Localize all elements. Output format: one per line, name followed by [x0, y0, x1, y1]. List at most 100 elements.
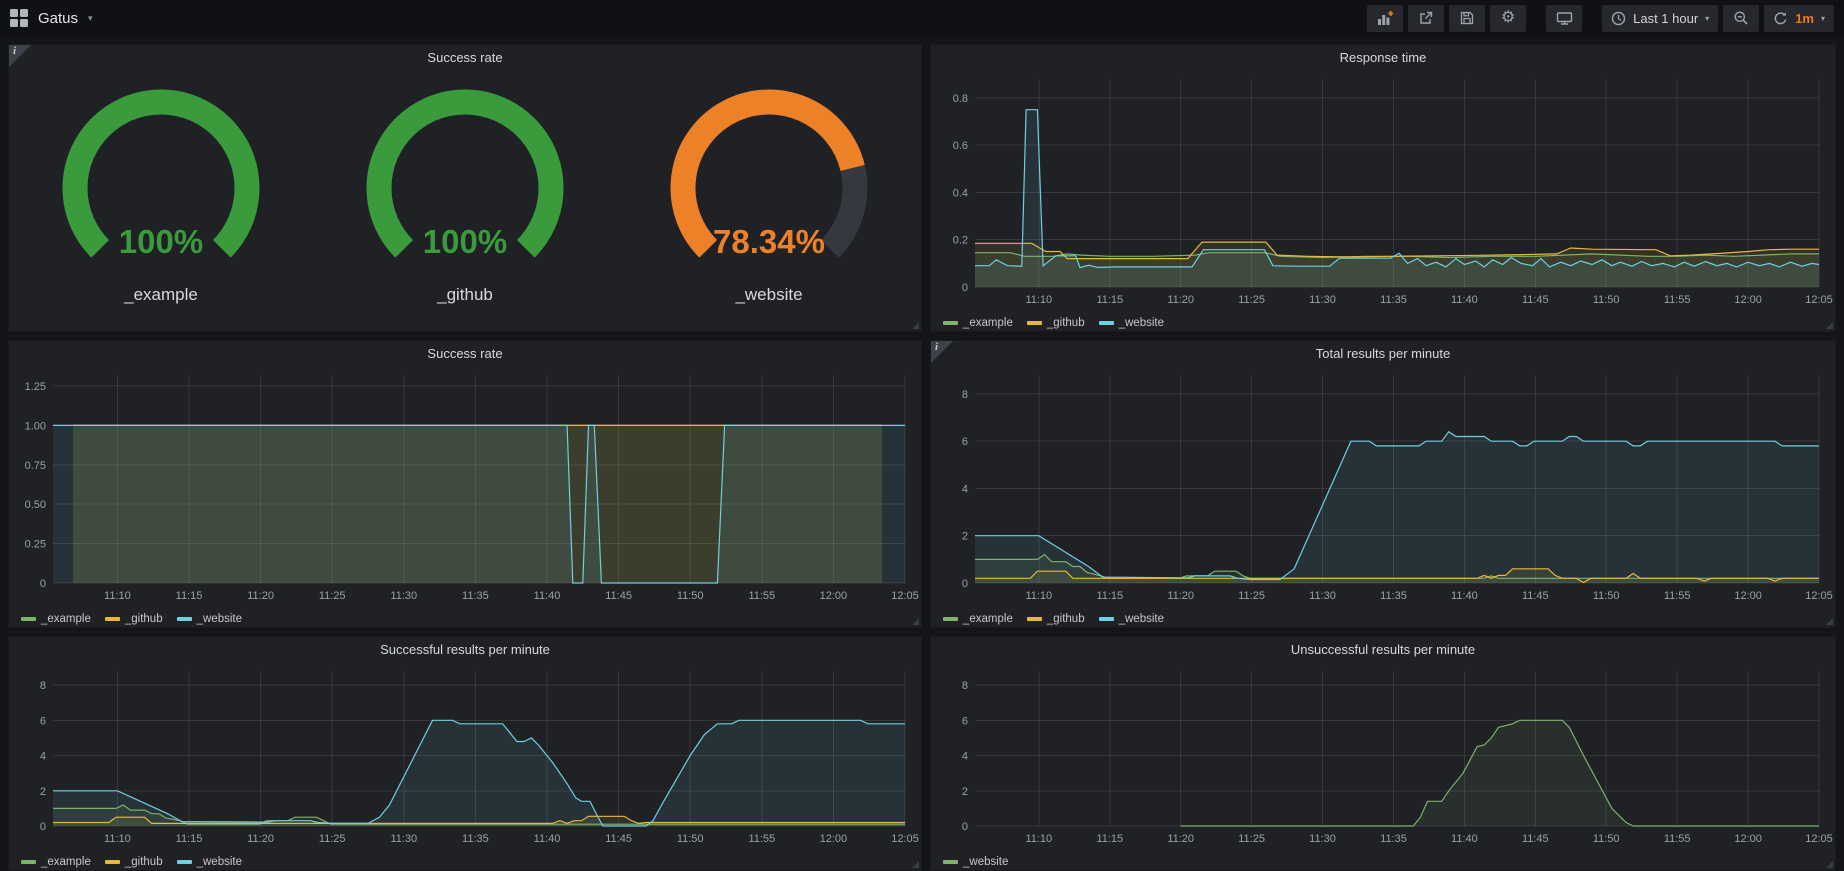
svg-text:0: 0: [40, 578, 46, 590]
series-_website-area: [53, 720, 905, 826]
svg-text:11:50: 11:50: [1593, 590, 1620, 602]
dashboard-title[interactable]: Gatus: [38, 10, 78, 27]
dashboard-grid: i Success rate 100%_example100%_github78…: [0, 36, 1844, 871]
gauge-value: 78.34%: [713, 223, 825, 260]
legend-item-_website[interactable]: _website: [177, 613, 242, 625]
add-panel-icon: [1377, 10, 1394, 26]
zoom-out-button[interactable]: [1723, 5, 1759, 32]
svg-text:11:55: 11:55: [1664, 294, 1691, 306]
svg-text:0.6: 0.6: [953, 140, 968, 152]
series-_website-area: [1181, 720, 1819, 826]
legend-swatch: [943, 321, 958, 325]
svg-text:11:15: 11:15: [1096, 294, 1123, 306]
legend-item-_github[interactable]: _github: [1027, 613, 1085, 625]
panel-title[interactable]: Success rate: [9, 45, 921, 71]
legend-item-_website[interactable]: _website: [1099, 317, 1164, 329]
chevron-down-icon: ▾: [1821, 14, 1825, 23]
legend-label: _example: [963, 317, 1013, 329]
panel-title[interactable]: Total results per minute: [931, 341, 1835, 367]
chart-response_time[interactable]: 00.20.40.60.811:1011:1511:2011:2511:3011…: [931, 71, 1835, 309]
chart-canvas[interactable]: 0246811:1011:1511:2011:2511:3011:3511:40…: [9, 663, 921, 853]
legend-swatch: [105, 860, 120, 864]
legend-item-_example[interactable]: _example: [943, 317, 1013, 329]
legend-item-_website[interactable]: _website: [1099, 613, 1164, 625]
svg-text:11:45: 11:45: [1522, 833, 1549, 845]
svg-text:11:50: 11:50: [1593, 294, 1620, 306]
legend-swatch: [1027, 321, 1042, 325]
svg-text:12:05: 12:05: [1805, 590, 1833, 602]
panel-successful-results: Successful results per minute 0246811:10…: [8, 636, 922, 871]
svg-text:11:30: 11:30: [1309, 833, 1336, 845]
legend-item-_github[interactable]: _github: [1027, 317, 1085, 329]
svg-text:11:45: 11:45: [1522, 294, 1549, 306]
legend-swatch: [1099, 617, 1114, 621]
chevron-down-icon[interactable]: ▾: [88, 14, 93, 23]
gauge-value: 100%: [119, 223, 203, 260]
svg-text:11:15: 11:15: [1096, 833, 1123, 845]
svg-text:12:05: 12:05: [1805, 833, 1833, 845]
svg-text:11:25: 11:25: [319, 833, 346, 845]
legend-label: _website: [1119, 317, 1164, 329]
svg-text:0.75: 0.75: [25, 460, 46, 472]
svg-text:11:15: 11:15: [176, 833, 203, 845]
settings-button[interactable]: ⚙: [1490, 5, 1526, 32]
chart-legend: _website: [931, 853, 1835, 871]
panel-title[interactable]: Unsuccessful results per minute: [931, 637, 1835, 663]
chart-canvas[interactable]: 00.250.500.751.001.2511:1011:1511:2011:2…: [9, 367, 921, 610]
svg-text:11:25: 11:25: [319, 590, 346, 602]
legend-item-_example[interactable]: _example: [21, 856, 91, 868]
save-button[interactable]: [1449, 5, 1485, 32]
legend-swatch: [105, 617, 120, 621]
legend-item-_github[interactable]: _github: [105, 856, 163, 868]
legend-item-_website[interactable]: _website: [943, 856, 1008, 868]
refresh-button[interactable]: 1m ▾: [1764, 5, 1834, 32]
svg-text:11:30: 11:30: [1309, 294, 1336, 306]
refresh-interval-label: 1m: [1795, 11, 1814, 26]
legend-item-_website[interactable]: _website: [177, 856, 242, 868]
chart-canvas[interactable]: 0246811:1011:1511:2011:2511:3011:3511:40…: [931, 663, 1835, 853]
svg-text:0.4: 0.4: [953, 188, 968, 200]
chart-canvas[interactable]: 0246811:1011:1511:2011:2511:3011:3511:40…: [931, 367, 1835, 610]
chart-total_results[interactable]: 0246811:1011:1511:2011:2511:3011:3511:40…: [931, 367, 1835, 605]
panel-title[interactable]: Success rate: [9, 341, 921, 367]
panel-title[interactable]: Successful results per minute: [9, 637, 921, 663]
gauge-row: 100%_example100%_github78.34%_website: [9, 71, 921, 331]
chart-unsuccessful_results[interactable]: 0246811:1011:1511:2011:2511:3011:3511:40…: [931, 663, 1835, 848]
tv-mode-button[interactable]: [1546, 5, 1582, 32]
apps-grid-icon[interactable]: [10, 9, 28, 27]
svg-text:11:20: 11:20: [1167, 590, 1194, 602]
legend-item-_example[interactable]: _example: [21, 613, 91, 625]
gear-icon: ⚙: [1501, 10, 1515, 26]
legend-item-_example[interactable]: _example: [943, 613, 1013, 625]
svg-text:11:55: 11:55: [1664, 590, 1691, 602]
svg-text:11:10: 11:10: [1025, 833, 1052, 845]
svg-text:11:45: 11:45: [605, 590, 632, 602]
svg-text:12:05: 12:05: [1805, 294, 1833, 306]
gauge-value: 100%: [423, 223, 507, 260]
share-button[interactable]: [1408, 5, 1444, 32]
svg-text:2: 2: [962, 786, 968, 798]
svg-text:11:40: 11:40: [1451, 833, 1478, 845]
svg-text:11:55: 11:55: [748, 833, 775, 845]
svg-text:0: 0: [40, 821, 46, 833]
chart-success_rate[interactable]: 00.250.500.751.001.2511:1011:1511:2011:2…: [9, 367, 921, 605]
svg-text:2: 2: [962, 531, 968, 543]
refresh-icon: [1773, 11, 1788, 26]
svg-text:4: 4: [40, 751, 46, 763]
gauge-svg: 78.34%: [644, 83, 894, 283]
svg-text:11:35: 11:35: [462, 590, 489, 602]
top-navbar: Gatus ▾ ⚙: [0, 0, 1844, 36]
chart-canvas[interactable]: 00.20.40.60.811:1011:1511:2011:2511:3011…: [931, 71, 1835, 314]
svg-text:11:15: 11:15: [176, 590, 203, 602]
svg-text:4: 4: [962, 484, 968, 496]
chart-successful_results[interactable]: 0246811:1011:1511:2011:2511:3011:3511:40…: [9, 663, 921, 848]
legend-swatch: [177, 860, 192, 864]
add-panel-button[interactable]: [1367, 5, 1403, 32]
svg-text:11:20: 11:20: [1167, 294, 1194, 306]
panel-title[interactable]: Response time: [931, 45, 1835, 71]
time-range-picker[interactable]: Last 1 hour ▾: [1602, 5, 1718, 32]
legend-item-_github[interactable]: _github: [105, 613, 163, 625]
svg-text:11:25: 11:25: [1238, 294, 1265, 306]
svg-text:8: 8: [962, 680, 968, 692]
legend-swatch: [21, 860, 36, 864]
